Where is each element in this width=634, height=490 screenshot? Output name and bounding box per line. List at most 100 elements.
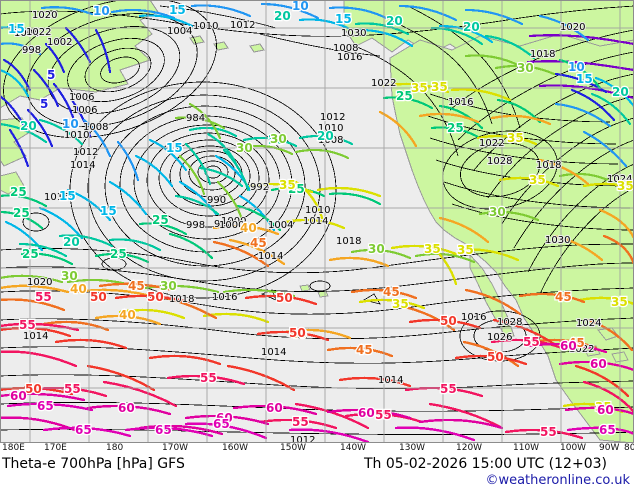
thetae-value-label: 35 [595, 400, 612, 414]
thetae-value-label: 15 [8, 22, 25, 36]
isobar-value-label: 1010 [193, 21, 218, 32]
thetae-value-label: 35 [507, 131, 524, 145]
thetae-value-label: 55 [292, 415, 309, 429]
thetae-value-label: 10 [568, 60, 585, 74]
thetae-value-label: 35 [529, 173, 546, 187]
isobar-value-label: 1002 [47, 37, 72, 48]
thetae-value-label: 55 [200, 371, 217, 385]
graticule [0, 0, 634, 443]
thetae-value-label: 65 [155, 423, 172, 437]
thetae-value-label: 20 [20, 119, 37, 133]
isobar-value-label: 998 [22, 45, 41, 56]
thetae-value-label: 60 [590, 357, 607, 371]
lon-tick-label: 100W [560, 443, 587, 453]
isobar-value-label: 1014 [258, 251, 283, 262]
thetae-value-label: 15 [166, 141, 183, 155]
isobar-value-label: 996 [214, 219, 233, 230]
isobar-value-label: 1018 [169, 294, 194, 305]
isobar-value-label: 1006 [72, 105, 97, 116]
thetae-value-label: 35 [617, 179, 634, 193]
thetae-value-label: 60 [10, 389, 27, 403]
thetae-value-label: 45 [568, 336, 585, 350]
isobar-value-label: 1018 [536, 160, 561, 171]
thetae-value-label: 40 [119, 308, 136, 322]
thetae-value-label: 20 [386, 14, 403, 28]
isobar-value-label: 1014 [303, 216, 328, 227]
thetae-value-label: 20 [274, 9, 291, 23]
isobar-value-label: 1018 [530, 49, 555, 60]
valid-time-label: Th 05-02-2026 15:00 UTC (12+03) [364, 456, 607, 472]
thetae-value-label: 25 [110, 247, 127, 261]
isobar-value-label: 1022 [569, 344, 594, 355]
lon-tick-label: 180 [106, 443, 124, 453]
isobar-value-label: 1024 [576, 318, 601, 329]
isobar-value-label: 1014 [261, 347, 286, 358]
thetae-value-label: 65 [75, 423, 92, 437]
isobar-value-label: 1010 [305, 205, 330, 216]
thetae-value-label: 15 [169, 3, 186, 17]
thetae-value-label: 25 [152, 213, 169, 227]
isobar-value-label: 1028 [487, 156, 512, 167]
thetae-value-label: 60 [560, 339, 577, 353]
isobar-value-label: 992 [250, 182, 269, 193]
lon-tick-label: 160W [222, 443, 249, 453]
thetae-value-label: 50 [25, 382, 42, 396]
isobar-value-label: 998 [186, 220, 205, 231]
isobar-value-label: 1010 [64, 130, 89, 141]
thetae-value-label: 20 [63, 235, 80, 249]
thetae-value-label: 35 [411, 81, 428, 95]
thetae-value-label: 60 [597, 403, 614, 417]
thetae-value-label: 50 [440, 314, 457, 328]
product-title: Theta-e 700hPa [hPa] GFS [2, 456, 185, 472]
thetae-value-label: 55 [523, 335, 540, 349]
isobar-value-label: 1030 [545, 235, 570, 246]
thetae-value-label: 55 [19, 318, 36, 332]
isobar-value-label: 1014 [378, 375, 403, 386]
thetae-value-label: 15 [576, 72, 593, 86]
thetae-value-label: 25 [13, 206, 30, 220]
isobar-value-label: 1014 [70, 160, 95, 171]
thetae-value-label: 50 [90, 290, 107, 304]
thetae-value-label: 35 [431, 80, 448, 94]
isobar-value-label: 1030 [341, 28, 366, 39]
thetae-value-label: 30 [517, 61, 534, 75]
map-contours-svg: 9849909929969989981000100010021004100410… [0, 0, 634, 443]
map-footer: 180E 170E 180 170W 160W 150W 140W 130W 120W 110W 1… [0, 443, 634, 490]
lon-tick-label: 140W [340, 443, 367, 453]
thetae-value-label: 50 [276, 291, 293, 305]
isobar-value-label: 1004 [14, 28, 39, 39]
isobar-value-label: 1012 [230, 20, 255, 31]
isobar-value-label: 1016 [337, 52, 362, 63]
isobar-value-label: 1000 [221, 216, 246, 227]
thetae-value-label: 15 [59, 189, 76, 203]
isobar-value-label: 1012 [290, 435, 315, 443]
thetae-value-label: 25 [396, 89, 413, 103]
thetae-value-label: 25 [22, 247, 39, 261]
thetae-value-label: 50 [289, 326, 306, 340]
lon-tick-label: 170W [162, 443, 189, 453]
lon-tick-label: 130W [399, 443, 426, 453]
lon-tick-label: 180E [2, 443, 25, 453]
map-canvas[interactable]: 984 990 992 996 998 998 1000 1000 1002 1004 1004 10… [0, 0, 634, 443]
thetae-value-label: 35 [424, 242, 441, 256]
lon-tick-label: 110W [513, 443, 540, 453]
lon-tick-label: 90W [599, 443, 620, 453]
isobar-value-label: 1008 [83, 122, 108, 133]
thetae-value-label: 60 [266, 401, 283, 415]
contour-label-layer: 9849909929969989981000100010021004100410… [7, 0, 634, 443]
thetae-value-label: 30 [368, 242, 385, 256]
thetae-value-label: 35 [392, 297, 409, 311]
isobar-value-label: 1012 [320, 112, 345, 123]
isobar-value-label: 1022 [26, 27, 51, 38]
isobar-value-label: 1022 [371, 78, 396, 89]
thetae-value-label: 20 [317, 129, 334, 143]
isobar-value-label: 1022 [479, 138, 504, 149]
thetae-value-label: 25 [447, 121, 464, 135]
isobar-value-label: 1016 [44, 192, 69, 203]
isobar-value-label: 1012 [73, 147, 98, 158]
lon-tick-label: 120W [456, 443, 483, 453]
thetae-value-label: 55 [64, 382, 81, 396]
lon-tick-label: 170E [44, 443, 67, 453]
thetae-value-label: 20 [463, 20, 480, 34]
isobar-value-label: 1016 [212, 292, 237, 303]
